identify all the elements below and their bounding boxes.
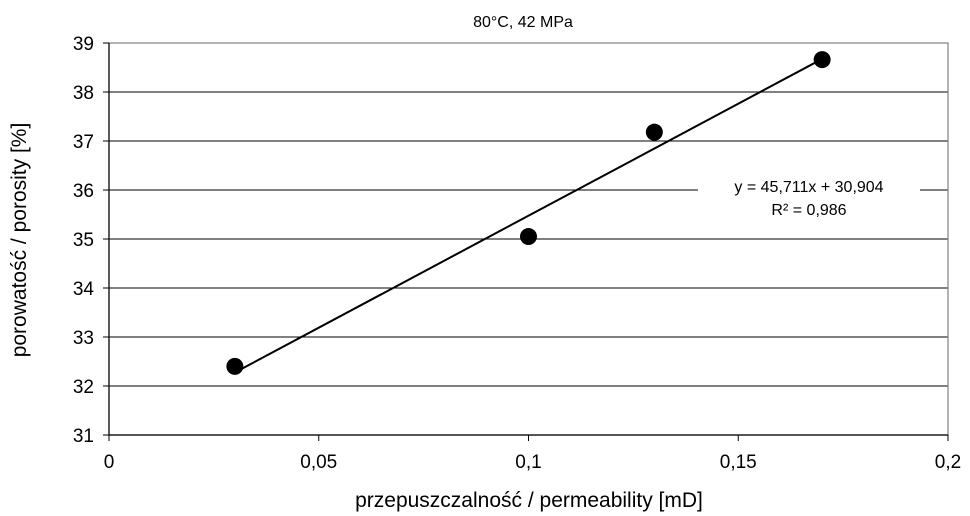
tick-labels: 31 32 33 34 35 36 37 38 39 0 0,05 0,1 0,15 0,2 bbox=[73, 34, 961, 473]
y-tick-label: 37 bbox=[73, 132, 94, 153]
y-tick-label: 38 bbox=[73, 83, 94, 104]
trendline-equation: y = 45,711x + 30,904 bbox=[734, 179, 883, 196]
trendline-r2: R² = 0,986 bbox=[771, 202, 846, 219]
trendline bbox=[234, 58, 823, 374]
y-tick-label: 31 bbox=[73, 426, 94, 447]
trendline-layer bbox=[234, 58, 823, 374]
chart-title: 80°C, 42 MPa bbox=[473, 14, 573, 31]
y-tick-label: 36 bbox=[73, 181, 94, 202]
x-tick-label: 0,05 bbox=[300, 452, 337, 473]
data-point bbox=[645, 123, 663, 141]
y-axis-title: porowatość / porosity [%] bbox=[8, 123, 31, 358]
gridlines bbox=[109, 91, 948, 387]
trendline-label-background bbox=[698, 172, 920, 222]
y-tick-label: 32 bbox=[73, 377, 94, 398]
x-tick-label: 0,15 bbox=[720, 452, 757, 473]
data-point bbox=[520, 228, 537, 246]
trendline-label: y = 45,711x + 30,904 R² = 0,986 bbox=[698, 172, 920, 222]
y-tick-label: 35 bbox=[73, 230, 94, 251]
axes bbox=[103, 42, 949, 441]
data-points bbox=[226, 51, 831, 375]
y-tick-label: 33 bbox=[73, 328, 94, 349]
x-tick-label: 0,1 bbox=[515, 452, 541, 473]
y-tick-label: 39 bbox=[73, 34, 94, 55]
y-tick-label: 34 bbox=[73, 279, 95, 300]
x-axis-title: przepuszczalność / permeability [mD] bbox=[355, 489, 703, 512]
x-tick-label: 0 bbox=[104, 452, 115, 473]
data-point bbox=[813, 51, 831, 69]
data-point bbox=[226, 357, 244, 375]
x-tick-label: 0,2 bbox=[935, 452, 961, 473]
